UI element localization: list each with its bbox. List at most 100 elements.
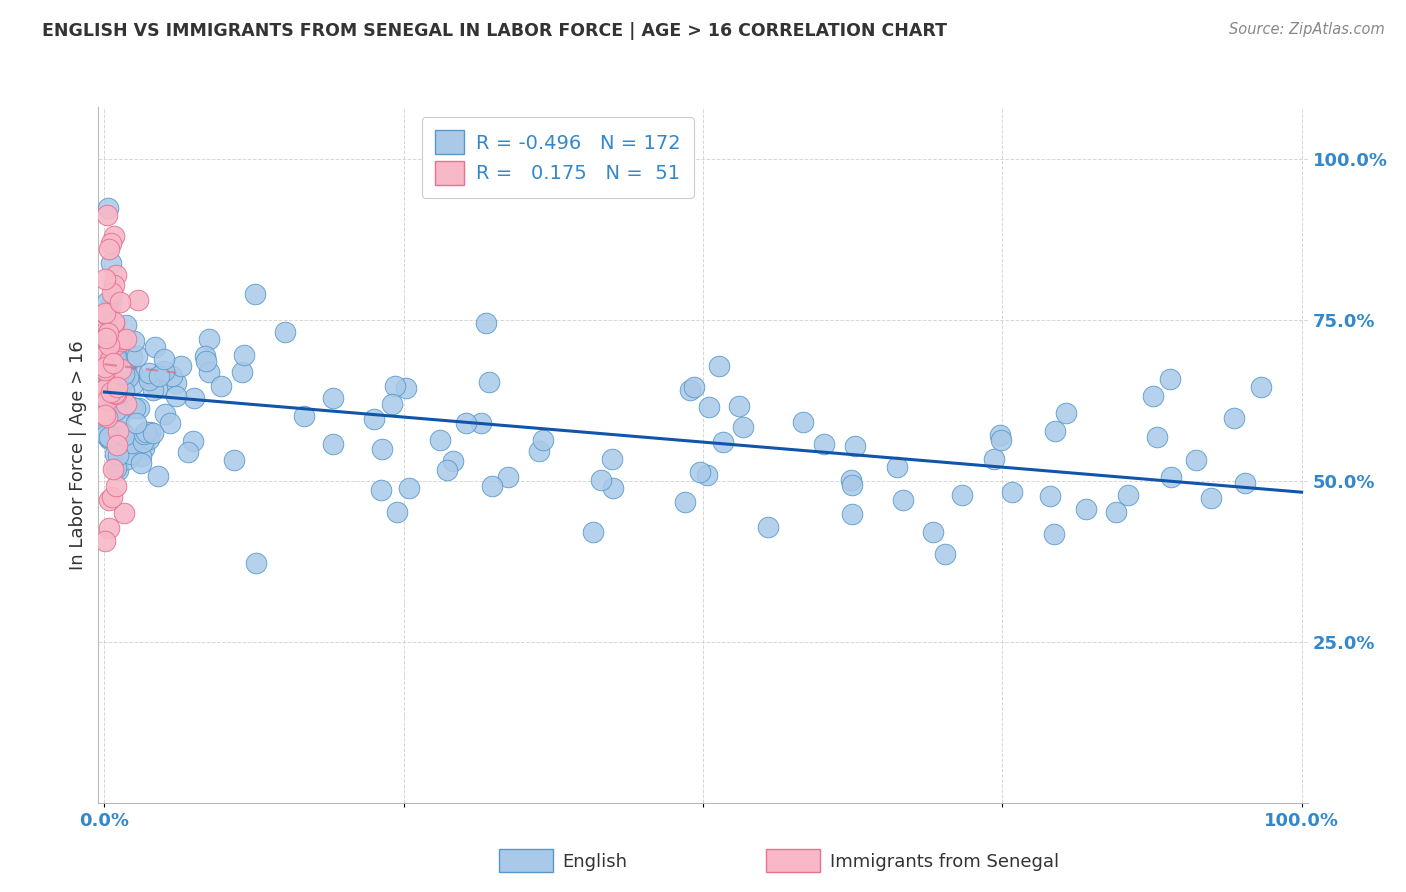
Point	[602, 452, 624, 467]
Point	[1105, 505, 1128, 519]
Point	[110, 362, 132, 376]
Point	[115, 452, 138, 467]
Point	[94, 306, 117, 320]
Point	[146, 381, 169, 395]
Point	[98, 432, 121, 446]
Point	[233, 349, 256, 363]
Point	[129, 450, 152, 464]
Legend: R = -0.496   N = 172, R =   0.175   N =  51: R = -0.496 N = 172, R = 0.175 N = 51	[422, 117, 695, 198]
Point	[112, 506, 135, 520]
Point	[146, 468, 169, 483]
Point	[159, 416, 181, 430]
Point	[104, 386, 127, 401]
Point	[96, 208, 118, 222]
Point	[1043, 424, 1066, 438]
Point	[245, 556, 267, 570]
Point	[97, 338, 120, 352]
Point	[224, 452, 246, 467]
Point	[395, 381, 418, 395]
Point	[107, 376, 129, 391]
Point	[1118, 488, 1140, 502]
Point	[1001, 485, 1024, 500]
Point	[100, 350, 122, 364]
Point	[988, 428, 1011, 442]
Point	[101, 462, 124, 476]
Point	[1201, 491, 1223, 506]
Point	[98, 352, 121, 367]
Point	[108, 409, 131, 424]
Point	[177, 445, 200, 459]
Point	[104, 447, 127, 461]
Point	[94, 271, 117, 285]
Text: ENGLISH VS IMMIGRANTS FROM SENEGAL IN LABOR FORCE | AGE > 16 CORRELATION CHART: ENGLISH VS IMMIGRANTS FROM SENEGAL IN LA…	[42, 22, 948, 40]
Point	[727, 399, 749, 413]
Point	[96, 392, 118, 407]
Point	[112, 384, 135, 399]
Point	[104, 403, 127, 417]
Point	[104, 420, 127, 434]
Point	[94, 334, 117, 349]
Point	[98, 312, 121, 326]
Point	[96, 355, 118, 369]
Point	[117, 401, 139, 416]
Text: Source: ZipAtlas.com: Source: ZipAtlas.com	[1229, 22, 1385, 37]
Point	[481, 479, 503, 493]
Point	[983, 451, 1005, 466]
Point	[107, 425, 129, 439]
Point	[470, 416, 492, 430]
Point	[142, 371, 165, 385]
Point	[97, 201, 120, 215]
Point	[94, 534, 117, 549]
Point	[107, 363, 129, 377]
Point	[108, 294, 131, 309]
Point	[114, 367, 136, 381]
Point	[94, 363, 117, 377]
Point	[1159, 372, 1181, 386]
Point	[100, 375, 122, 389]
Point	[132, 427, 155, 442]
Point	[97, 377, 120, 392]
Point	[100, 384, 122, 399]
Point	[1043, 526, 1066, 541]
Point	[94, 382, 117, 396]
Point	[139, 425, 162, 439]
Point	[1233, 475, 1256, 490]
Point	[94, 348, 117, 362]
Point	[94, 427, 117, 442]
Point	[121, 376, 143, 391]
Text: Immigrants from Senegal: Immigrants from Senegal	[830, 853, 1059, 871]
Point	[231, 365, 253, 379]
Point	[148, 368, 170, 383]
Point	[104, 338, 127, 352]
Point	[498, 470, 520, 484]
Point	[97, 326, 120, 340]
Text: English: English	[562, 853, 627, 871]
Point	[104, 348, 127, 362]
Point	[117, 370, 139, 384]
Point	[98, 493, 121, 508]
Point	[292, 409, 315, 423]
Point	[1054, 406, 1077, 420]
Point	[841, 477, 863, 491]
Point	[731, 420, 754, 434]
Point	[115, 366, 138, 380]
Point	[132, 435, 155, 450]
Point	[679, 383, 702, 397]
Point	[183, 391, 205, 405]
Point	[1160, 470, 1182, 484]
Point	[101, 491, 124, 505]
Point	[160, 369, 183, 384]
Point	[582, 525, 605, 540]
Point	[152, 352, 174, 367]
Point	[533, 434, 555, 448]
Point	[110, 334, 132, 348]
Point	[98, 349, 121, 363]
Point	[96, 326, 118, 340]
Point	[104, 387, 127, 401]
Point	[97, 430, 120, 444]
Point	[103, 379, 125, 393]
Point	[100, 391, 122, 405]
Point	[142, 384, 165, 398]
Point	[478, 376, 501, 390]
Point	[96, 308, 118, 322]
